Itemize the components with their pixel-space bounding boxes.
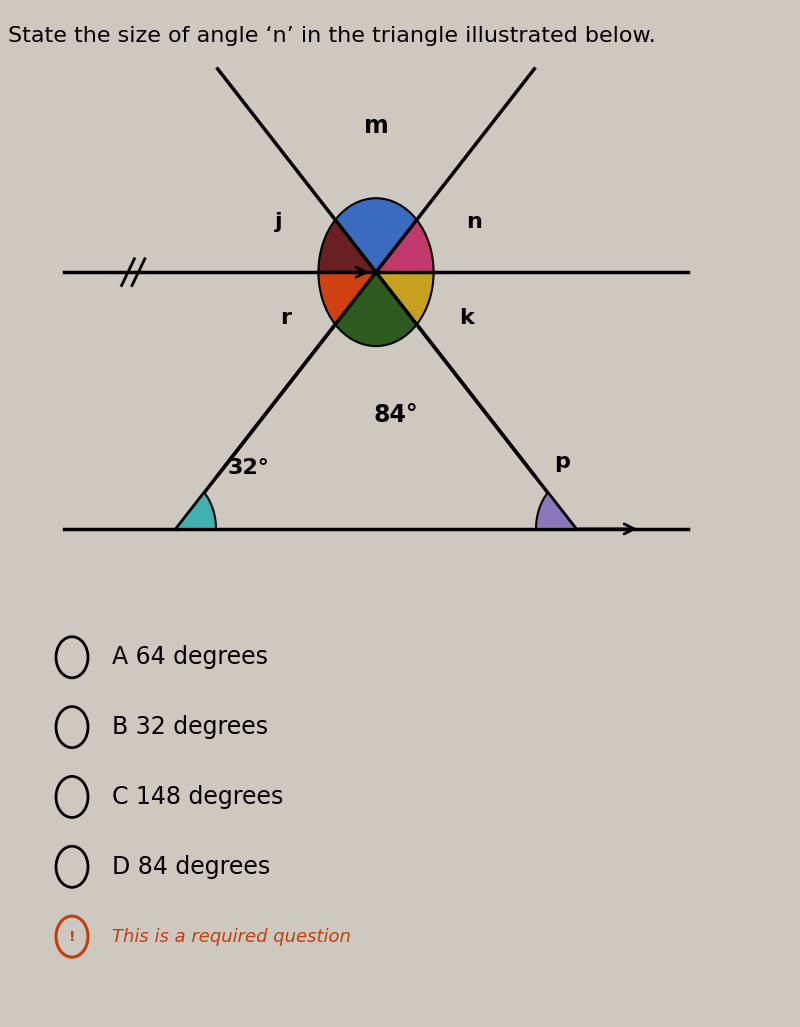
- Text: !: !: [69, 929, 75, 944]
- Text: C 148 degrees: C 148 degrees: [112, 785, 283, 809]
- Wedge shape: [318, 220, 376, 272]
- Wedge shape: [376, 272, 434, 325]
- Wedge shape: [335, 272, 417, 346]
- Text: 84°: 84°: [374, 403, 418, 426]
- Text: State the size of angle ‘n’ in the triangle illustrated below.: State the size of angle ‘n’ in the trian…: [8, 26, 656, 45]
- Text: p: p: [554, 453, 570, 472]
- Wedge shape: [318, 272, 376, 325]
- Text: k: k: [459, 308, 474, 329]
- Wedge shape: [335, 198, 417, 272]
- Wedge shape: [376, 220, 434, 272]
- Text: A 64 degrees: A 64 degrees: [112, 645, 268, 670]
- Wedge shape: [536, 493, 576, 529]
- Text: n: n: [466, 213, 482, 232]
- Text: This is a required question: This is a required question: [112, 927, 351, 946]
- Text: B 32 degrees: B 32 degrees: [112, 715, 268, 739]
- Wedge shape: [176, 493, 216, 529]
- Text: 32°: 32°: [228, 458, 270, 478]
- Text: m: m: [364, 114, 388, 139]
- Text: r: r: [280, 308, 291, 329]
- Text: D 84 degrees: D 84 degrees: [112, 854, 270, 879]
- Text: j: j: [274, 213, 282, 232]
